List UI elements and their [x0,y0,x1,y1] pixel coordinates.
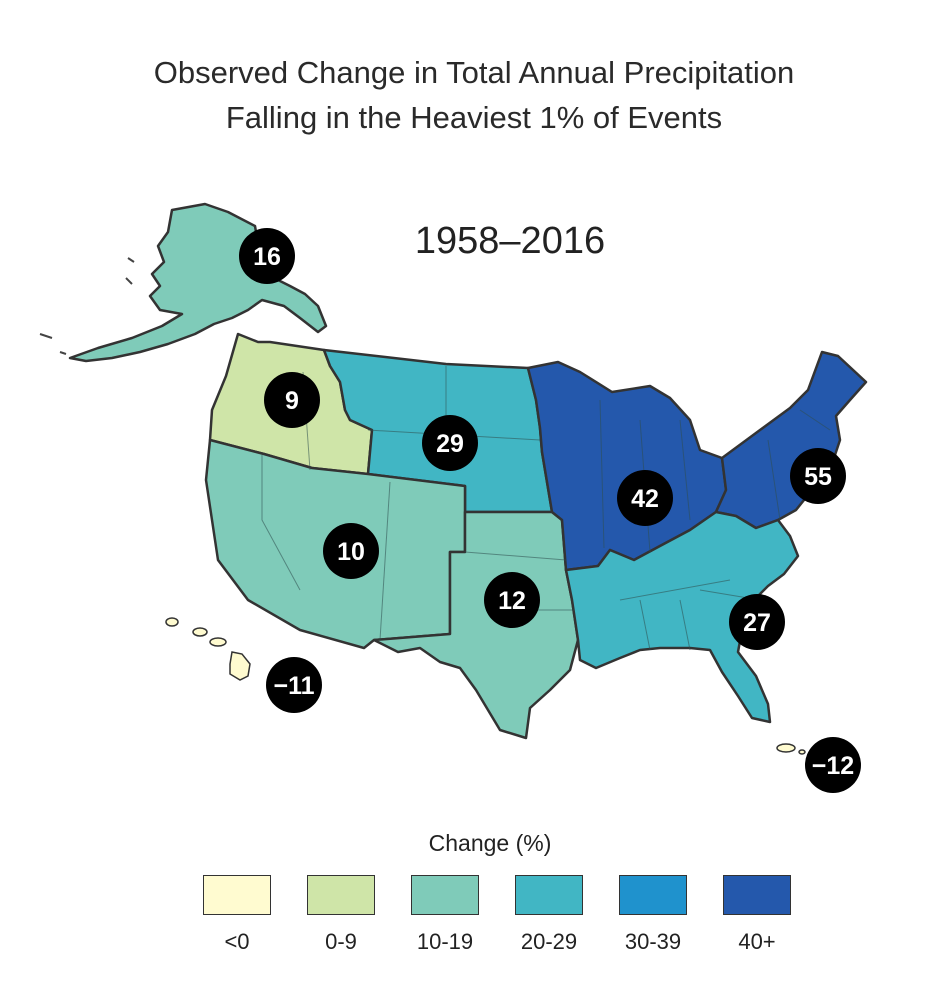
legend-label-0-9: 0-9 [325,929,357,954]
region-value-badges: 16 9 29 10 12 42 55 27 −11 −12 [239,228,861,793]
badge-value-alaska: 16 [253,243,281,271]
region-shape-northeast [714,350,868,530]
badge-northeast [790,448,846,504]
badge-northern-great-plains [422,415,478,471]
region-shape-alaska [68,202,328,363]
badge-value-southeast: 27 [743,609,771,637]
alaska-islands [39,257,135,355]
legend-title: Change (%) [428,830,552,856]
title-line-2: Falling in the Heaviest 1% of Events [225,100,723,135]
badge-value-northern-great-plains: 29 [436,430,464,458]
map-title: Observed Change in Total Annual Precipit… [0,50,948,140]
legend: <0 0-9 10-19 20-29 30-39 40+ [185,875,805,965]
legend-item-20-29: 20-29 [497,875,601,955]
period-label: 1958–2016 [414,220,606,262]
legend-swatch-10-19 [411,875,479,915]
badge-value-northwest: 9 [285,387,299,415]
badge-value-hawaii: −11 [273,672,314,700]
badge-value-midwest: 42 [631,485,659,513]
badge-southeast [729,594,785,650]
legend-label-20-29: 20-29 [520,929,578,954]
badge-value-northeast: 55 [804,463,832,491]
legend-label-30-39: 30-39 [624,929,682,954]
badge-value-southern-great-plains: 12 [498,587,526,615]
badge-southern-great-plains [484,572,540,628]
legend-item-lt0: <0 [185,875,289,955]
badge-midwest [617,470,673,526]
badge-value-southwest: 10 [337,538,365,566]
legend-label-40-plus: 40+ [738,929,776,954]
legend-swatch-30-39 [619,875,687,915]
legend-label-10-19: 10-19 [416,929,474,954]
title-line-1: Observed Change in Total Annual Precipit… [153,55,795,90]
legend-item-0-9: 0-9 [289,875,393,955]
legend-swatch-40-plus [723,875,791,915]
badge-hawaii [266,657,322,713]
badge-southwest [323,523,379,579]
legend-item-30-39: 30-39 [601,875,705,955]
us-precipitation-map: 16 9 29 10 12 42 55 27 −11 −12 [39,202,868,793]
region-shape-southeast [564,510,800,724]
legend-swatch-lt0 [203,875,271,915]
badge-alaska [239,228,295,284]
badge-northwest [264,372,320,428]
legend-swatch-0-9 [307,875,375,915]
legend-item-10-19: 10-19 [393,875,497,955]
legend-swatch-20-29 [515,875,583,915]
region-shape-hawaii [165,617,251,681]
legend-item-40-plus: 40+ [705,875,809,955]
region-shape-caribbean [776,743,806,755]
badge-value-caribbean: −12 [812,752,854,780]
legend-label-lt0: <0 [224,929,250,954]
badge-caribbean [805,737,861,793]
